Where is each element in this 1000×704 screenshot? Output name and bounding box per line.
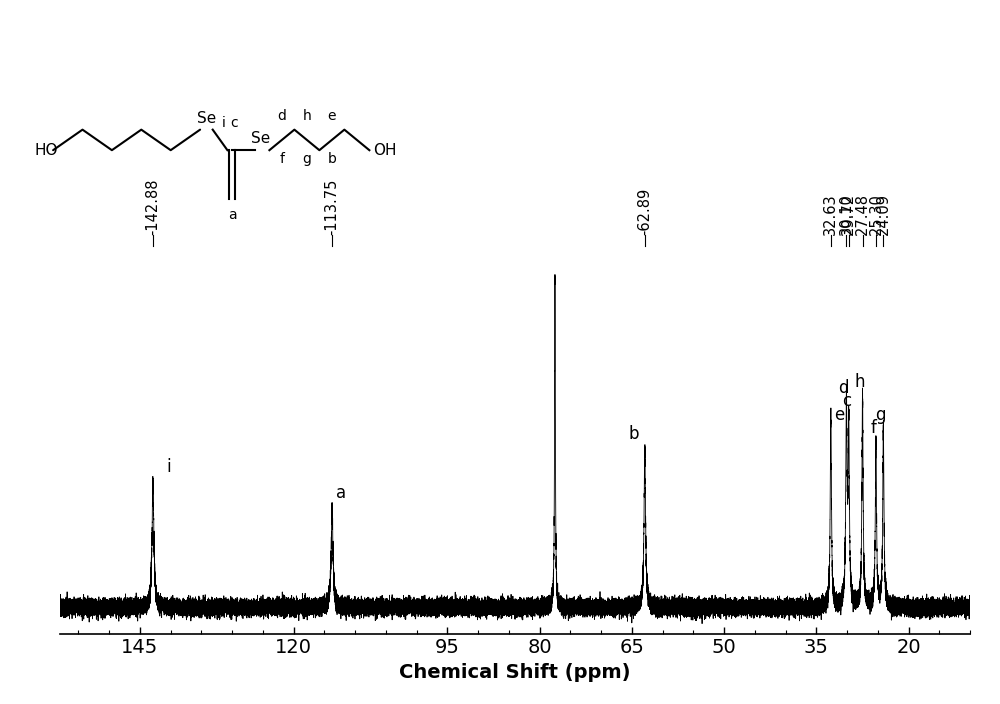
- Text: d: d: [277, 110, 286, 123]
- Text: c: c: [842, 392, 851, 410]
- Text: g: g: [875, 406, 886, 424]
- Text: 30.10: 30.10: [839, 194, 854, 235]
- Text: b: b: [628, 425, 639, 444]
- Text: h: h: [303, 110, 311, 123]
- Text: 29.72: 29.72: [841, 193, 856, 235]
- Text: d: d: [838, 379, 849, 397]
- Text: Se: Se: [197, 111, 216, 125]
- Text: 25.30: 25.30: [868, 194, 883, 235]
- Text: i: i: [221, 115, 225, 130]
- Text: f: f: [871, 419, 876, 436]
- Text: g: g: [302, 152, 311, 166]
- Text: h: h: [854, 373, 865, 391]
- X-axis label: Chemical Shift (ppm): Chemical Shift (ppm): [399, 663, 631, 682]
- Text: Se: Se: [251, 131, 271, 146]
- Text: 32.63: 32.63: [823, 194, 838, 235]
- Text: 24.09: 24.09: [876, 193, 891, 235]
- Text: a: a: [228, 208, 236, 222]
- Text: b: b: [327, 152, 336, 166]
- Text: 27.48: 27.48: [855, 193, 870, 235]
- Text: -142.88: -142.88: [145, 179, 160, 235]
- Text: -113.75: -113.75: [325, 179, 340, 235]
- Text: HO: HO: [34, 143, 58, 158]
- Text: c: c: [230, 115, 238, 130]
- Text: OH: OH: [374, 143, 397, 158]
- Text: i: i: [166, 458, 171, 476]
- Text: -62.89: -62.89: [637, 188, 652, 235]
- Text: e: e: [834, 406, 845, 424]
- Text: e: e: [328, 110, 336, 123]
- Text: a: a: [336, 484, 346, 503]
- Text: f: f: [279, 152, 284, 166]
